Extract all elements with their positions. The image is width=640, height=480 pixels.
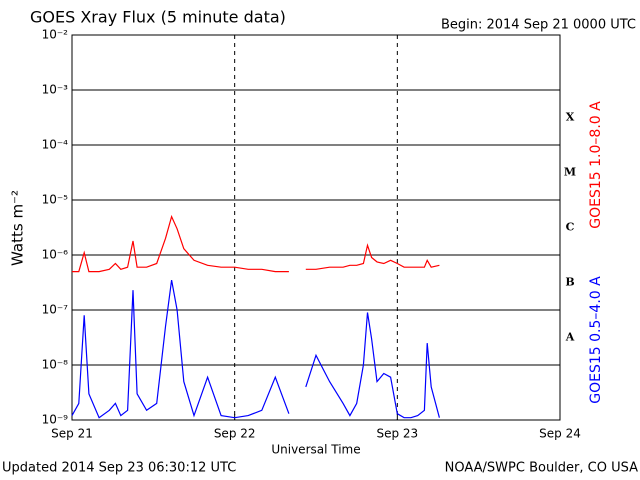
plot-frame — [71, 34, 561, 421]
flare-class-label: M — [564, 166, 576, 179]
y-axis-label: Watts m⁻² — [9, 190, 27, 266]
series-line — [305, 243, 440, 270]
x-tick-label: Sep 21 — [51, 427, 93, 441]
chart-subtitle: Begin: 2014 Sep 21 0000 UTC — [441, 18, 636, 33]
y-tick-label: 10⁻⁴ — [42, 138, 69, 152]
y-tick-label: 10⁻⁵ — [42, 193, 69, 207]
flare-class-label: A — [565, 331, 575, 344]
x-tick-label: Sep 24 — [539, 427, 581, 441]
chart-title: GOES Xray Flux (5 minute data) — [30, 8, 286, 27]
x-axis-label: Universal Time — [271, 443, 360, 457]
flare-class-label: X — [566, 111, 575, 124]
footer-left: Updated 2014 Sep 23 06:30:12 UTC — [2, 461, 236, 476]
y-tick-label: 10⁻⁸ — [42, 358, 69, 372]
series-line — [305, 312, 440, 419]
y-tick-label: 10⁻⁷ — [42, 303, 69, 317]
flare-class-label: C — [566, 221, 575, 234]
y-tick-label: 10⁻⁹ — [42, 413, 69, 427]
y-tick-label: 10⁻² — [42, 28, 69, 42]
y-tick-label: 10⁻³ — [42, 83, 69, 97]
x-tick-label: Sep 22 — [214, 427, 256, 441]
footer-right: NOAA/SWPC Boulder, CO USA — [445, 461, 638, 476]
series-line — [71, 279, 290, 419]
flare-class-label: B — [565, 276, 574, 289]
y-tick-label: 10⁻⁶ — [42, 248, 69, 262]
series-line — [72, 214, 289, 273]
legend-entry: GOES15 0.5–4.0 A — [588, 276, 604, 404]
x-tick-label: Sep 23 — [376, 427, 418, 441]
legend-entry: GOES15 1.0–8.0 A — [588, 101, 604, 229]
